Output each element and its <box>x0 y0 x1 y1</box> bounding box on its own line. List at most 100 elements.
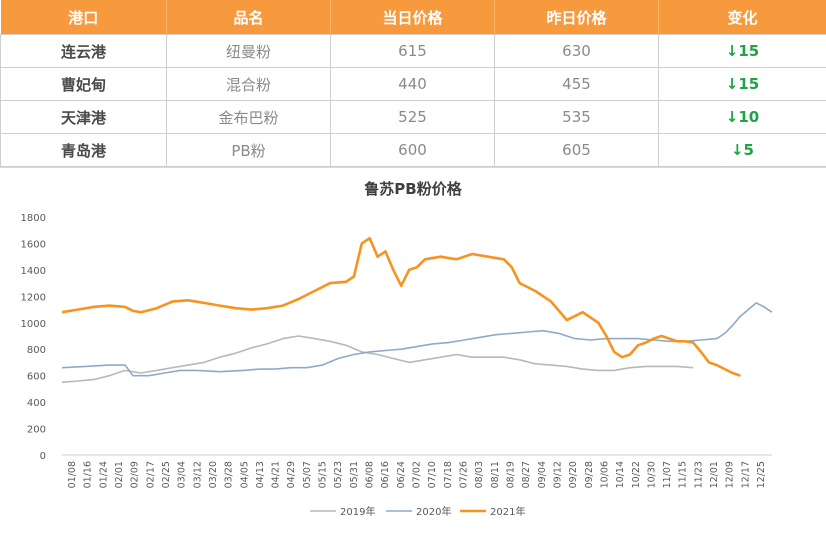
x-tick-label: 03/28 <box>224 461 235 488</box>
x-tick-label: 08/11 <box>490 461 501 488</box>
x-tick-label: 02/09 <box>130 461 141 488</box>
x-tick-label: 07/02 <box>412 461 423 488</box>
y-tick-label: 1800 <box>21 213 46 224</box>
product-cell: PB粉 <box>167 134 331 167</box>
chart-title: 鲁苏PB粉价格 <box>364 180 462 198</box>
x-tick-label: 12/09 <box>725 461 736 488</box>
series-lines <box>62 238 772 382</box>
x-tick-label: 09/28 <box>584 461 595 488</box>
today-price-cell: 525 <box>331 101 495 134</box>
x-tick-label: 05/23 <box>333 461 344 488</box>
x-tick-label: 11/15 <box>678 461 689 488</box>
x-tick-label: 09/04 <box>537 461 548 488</box>
x-tick-label: 05/31 <box>349 461 360 488</box>
x-tick-label: 02/17 <box>145 461 156 488</box>
change-cell: ↓15 <box>659 35 826 68</box>
price-chart: 鲁苏PB粉价格 0 200 400 600 800 1000 1200 1400 1600 180… <box>0 167 826 530</box>
x-tick-label: 07/10 <box>427 461 438 488</box>
x-tick-label: 12/01 <box>709 461 720 488</box>
table-row: 曹妃甸 混合粉 440 455 ↓15 <box>1 68 826 101</box>
x-tick-label: 03/12 <box>192 461 203 488</box>
x-tick-label: 09/12 <box>552 461 563 488</box>
x-tick-label: 08/27 <box>521 461 532 488</box>
x-tick-label: 02/25 <box>161 461 172 488</box>
legend: 2019年 2020年 2021年 <box>310 505 525 518</box>
port-cell: 连云港 <box>1 35 167 68</box>
y-tick-label: 1200 <box>21 292 46 303</box>
x-tick-label: 08/19 <box>505 461 516 488</box>
port-cell: 青岛港 <box>1 134 167 167</box>
x-tick-label: 04/13 <box>255 461 266 488</box>
x-tick-label: 10/22 <box>631 461 642 488</box>
x-tick-label: 10/30 <box>646 461 657 488</box>
x-tick-label: 09/20 <box>568 461 579 488</box>
x-tick-label: 11/23 <box>693 461 704 488</box>
change-cell: ↓5 <box>659 134 826 167</box>
x-axis: 01/08 01/16 01/24 02/01 02/09 02/17 02/25 03/04… <box>62 455 772 488</box>
x-tick-label: 04/05 <box>239 461 250 488</box>
x-tick-label: 12/17 <box>740 461 751 488</box>
col-header-port: 港口 <box>1 0 167 35</box>
x-tick-label: 05/07 <box>302 461 313 488</box>
x-tick-label: 10/14 <box>615 461 626 488</box>
col-header-today: 当日价格 <box>331 0 495 35</box>
series-line-2020年 <box>62 303 772 376</box>
legend-label: 2020年 <box>416 505 451 518</box>
x-tick-label: 01/24 <box>98 461 109 488</box>
today-price-cell: 615 <box>331 35 495 68</box>
x-tick-label: 07/18 <box>443 461 454 488</box>
x-tick-label: 03/04 <box>177 461 188 488</box>
series-line-2021年 <box>62 238 740 376</box>
x-tick-label: 06/08 <box>365 461 376 488</box>
table-row: 连云港 纽曼粉 615 630 ↓15 <box>1 35 826 68</box>
price-table: 港口 品名 当日价格 昨日价格 变化 连云港 纽曼粉 615 630 ↓15 曹… <box>0 0 826 167</box>
legend-label: 2021年 <box>490 505 525 518</box>
x-tick-label: 11/07 <box>662 461 673 488</box>
x-tick-label: 03/20 <box>208 461 219 488</box>
x-tick-label: 07/26 <box>458 461 469 488</box>
y-tick-label: 1600 <box>21 239 46 250</box>
product-cell: 纽曼粉 <box>167 35 331 68</box>
y-tick-label: 600 <box>27 372 46 383</box>
y-tick-label: 1000 <box>21 319 46 330</box>
y-tick-label: 800 <box>27 345 46 356</box>
product-cell: 混合粉 <box>167 68 331 101</box>
product-cell: 金布巴粉 <box>167 101 331 134</box>
x-tick-label: 12/25 <box>756 461 767 488</box>
change-cell: ↓10 <box>659 101 826 134</box>
today-price-cell: 440 <box>331 68 495 101</box>
x-tick-label: 02/01 <box>114 461 125 488</box>
port-cell: 曹妃甸 <box>1 68 167 101</box>
y-tick-label: 200 <box>27 425 46 436</box>
change-cell: ↓15 <box>659 68 826 101</box>
x-tick-label: 01/08 <box>67 461 78 488</box>
y-tick-label: 400 <box>27 398 46 409</box>
yesterday-price-cell: 630 <box>495 35 659 68</box>
legend-label: 2019年 <box>340 505 375 518</box>
port-cell: 天津港 <box>1 101 167 134</box>
series-line-2019年 <box>62 336 693 382</box>
table-row: 天津港 金布巴粉 525 535 ↓10 <box>1 101 826 134</box>
x-tick-label: 06/24 <box>396 461 407 488</box>
table-row: 青岛港 PB粉 600 605 ↓5 <box>1 134 826 167</box>
yesterday-price-cell: 455 <box>495 68 659 101</box>
x-tick-label: 04/29 <box>286 461 297 488</box>
x-tick-label: 01/16 <box>83 461 94 488</box>
y-tick-label: 1400 <box>21 266 46 277</box>
yesterday-price-cell: 605 <box>495 134 659 167</box>
yesterday-price-cell: 535 <box>495 101 659 134</box>
x-tick-label: 08/03 <box>474 461 485 488</box>
chart-svg: 鲁苏PB粉价格 0 200 400 600 800 1000 1200 1400 1600 180… <box>0 168 826 530</box>
x-tick-label: 10/06 <box>599 461 610 488</box>
today-price-cell: 600 <box>331 134 495 167</box>
x-tick-label: 06/16 <box>380 461 391 488</box>
y-tick-label: 0 <box>40 451 46 462</box>
col-header-change: 变化 <box>659 0 826 35</box>
x-tick-label: 05/15 <box>318 461 329 488</box>
table-header-row: 港口 品名 当日价格 昨日价格 变化 <box>1 0 826 35</box>
y-axis: 0 200 400 600 800 1000 1200 1400 1600 1800 <box>21 213 46 462</box>
col-header-product: 品名 <box>167 0 331 35</box>
x-tick-label: 04/21 <box>271 461 282 488</box>
col-header-yesterday: 昨日价格 <box>495 0 659 35</box>
